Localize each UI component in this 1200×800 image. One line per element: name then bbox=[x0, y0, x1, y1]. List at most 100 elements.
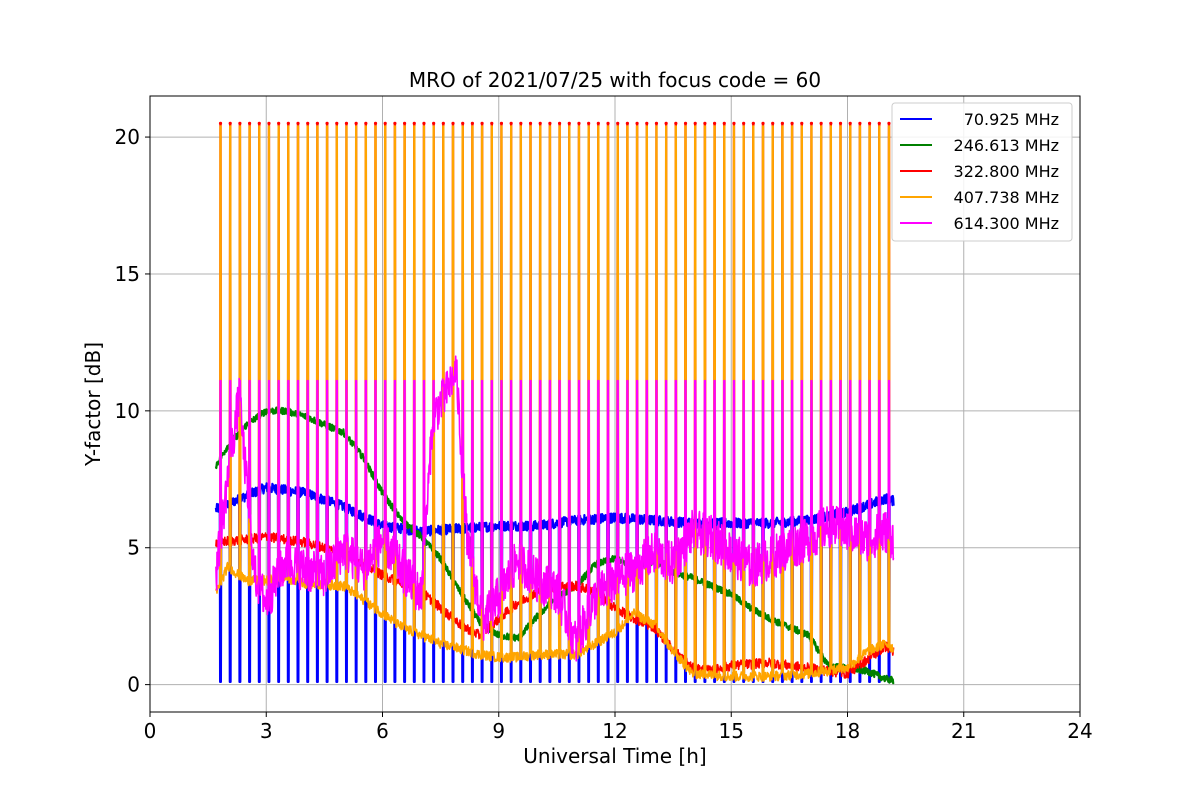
pulse-peak-point bbox=[790, 121, 794, 125]
legend-label: 322.800 MHz bbox=[954, 162, 1059, 181]
pulse-peak-point bbox=[509, 121, 513, 125]
pulse-peak-point bbox=[247, 121, 252, 125]
pulse-peak-point bbox=[877, 121, 881, 125]
pulse-peak-point bbox=[858, 121, 862, 125]
pulse-peak-point bbox=[490, 121, 494, 125]
pulse-peak-point bbox=[838, 121, 843, 125]
x-tick-label: 12 bbox=[602, 719, 627, 743]
x-tick-label: 18 bbox=[835, 719, 860, 743]
pulse-peak-point bbox=[664, 121, 668, 125]
pulse-peak-point bbox=[712, 121, 717, 125]
pulse-peak-point bbox=[742, 121, 746, 125]
legend-label: 407.738 MHz bbox=[954, 188, 1059, 207]
legend-box bbox=[891, 102, 1073, 242]
pulse-peak-point bbox=[567, 121, 571, 125]
pulse-peak-point bbox=[606, 121, 610, 125]
pulse-peak-point bbox=[519, 121, 523, 125]
series-trace bbox=[214, 482, 895, 684]
pulse-peak-point bbox=[238, 121, 242, 125]
pulse-peak-point bbox=[461, 121, 465, 125]
x-tick-label: 6 bbox=[376, 719, 389, 743]
pulse-peak-point bbox=[616, 121, 620, 125]
legend-label: 246.613 MHz bbox=[954, 136, 1059, 155]
series-407-738-MHz-line bbox=[215, 125, 895, 683]
series-70-925-MHz-line bbox=[214, 482, 895, 684]
pulse-peak-point bbox=[557, 121, 562, 125]
pulse-peak-point bbox=[674, 121, 678, 125]
pulse-peak-point bbox=[829, 121, 833, 125]
pulse-peak-point bbox=[819, 121, 823, 125]
pulse-peak-point bbox=[848, 121, 852, 125]
pulse-peak-point bbox=[364, 121, 368, 125]
legend: 70.925 MHz 246.613 MHz 322.800 MHz 407.738 … bbox=[891, 102, 1073, 242]
pulse-peak-point bbox=[296, 121, 300, 125]
y-tick-label: 10 bbox=[115, 399, 140, 423]
pulse-peak-point bbox=[218, 121, 223, 125]
pulse-peak-point bbox=[480, 121, 484, 125]
pulse-peak-point bbox=[596, 121, 600, 125]
pulse-peak-point bbox=[373, 121, 378, 125]
pulse-peak-point bbox=[751, 121, 755, 125]
pulse-peak-point bbox=[722, 121, 726, 125]
pulse-peak-point bbox=[703, 121, 707, 125]
pulse-peak-point bbox=[625, 121, 630, 125]
legend-label: 614.300 MHz bbox=[954, 214, 1059, 233]
pulse-peak-point bbox=[538, 121, 542, 125]
pulse-peak-point bbox=[645, 121, 649, 125]
pulse-peak-point bbox=[577, 121, 581, 125]
series-614-300-MHz-line bbox=[215, 355, 895, 662]
x-tick-label: 21 bbox=[951, 719, 976, 743]
x-tick-label: 15 bbox=[719, 719, 744, 743]
pulse-peak-point bbox=[800, 121, 804, 125]
pulse-peak-point bbox=[393, 121, 397, 125]
chart-title: MRO of 2021/07/25 with focus code = 60 bbox=[409, 68, 821, 92]
series-trace bbox=[215, 355, 895, 662]
pulse-peak-point bbox=[732, 121, 736, 125]
pulse-peak-point bbox=[422, 121, 426, 125]
pulse-peak-point bbox=[528, 121, 533, 125]
series-trace bbox=[215, 125, 895, 683]
legend-label: 70.925 MHz bbox=[964, 110, 1059, 129]
pulse-peak-point bbox=[432, 121, 436, 125]
pulse-peak-point bbox=[383, 121, 387, 125]
pulse-peak-point bbox=[451, 121, 455, 125]
pulse-peak-point bbox=[887, 121, 891, 125]
pulse-peak-point bbox=[780, 121, 785, 125]
pulse-peak-point bbox=[470, 121, 474, 125]
pulse-peak-point bbox=[809, 121, 814, 125]
pulse-peak-point bbox=[441, 121, 445, 125]
x-tick-label: 3 bbox=[260, 719, 273, 743]
pulse-peak-point bbox=[325, 121, 329, 125]
pulse-peak-point bbox=[548, 121, 552, 125]
x-tick-label: 24 bbox=[1067, 719, 1092, 743]
x-tick-label: 9 bbox=[492, 719, 505, 743]
pulse-peak-point bbox=[344, 121, 349, 125]
pulse-peak-point bbox=[499, 121, 504, 125]
y-tick-label: 15 bbox=[115, 262, 140, 286]
pulse-peak-point bbox=[354, 121, 358, 125]
pulse-peak-point bbox=[257, 121, 261, 125]
y-tick-label: 5 bbox=[127, 536, 140, 560]
pulse-peak-point bbox=[335, 121, 339, 125]
pulse-peak-point bbox=[635, 121, 639, 125]
pulse-peak-point bbox=[867, 121, 872, 125]
pulse-peak-point bbox=[761, 121, 765, 125]
pulse-peak-point bbox=[277, 121, 281, 125]
pulse-peak-point bbox=[654, 121, 659, 125]
y-axis-label: Y-factor [dB] bbox=[81, 342, 105, 467]
y-tick-label: 20 bbox=[115, 125, 140, 149]
pulse-peak-markers bbox=[218, 121, 891, 125]
pulse-peak-point bbox=[315, 121, 319, 125]
pulse-peak-point bbox=[683, 121, 688, 125]
pulse-peak-point bbox=[412, 121, 416, 125]
y-tick-label: 0 bbox=[127, 673, 140, 697]
x-axis-label: Universal Time [h] bbox=[523, 744, 706, 768]
pulse-peak-point bbox=[286, 121, 290, 125]
pulse-peak-point bbox=[267, 121, 271, 125]
pulse-peak-point bbox=[693, 121, 697, 125]
x-tick-label: 0 bbox=[144, 719, 157, 743]
plot-area bbox=[214, 121, 895, 685]
pulse-peak-point bbox=[587, 121, 591, 125]
pulse-peak-point bbox=[306, 121, 310, 125]
